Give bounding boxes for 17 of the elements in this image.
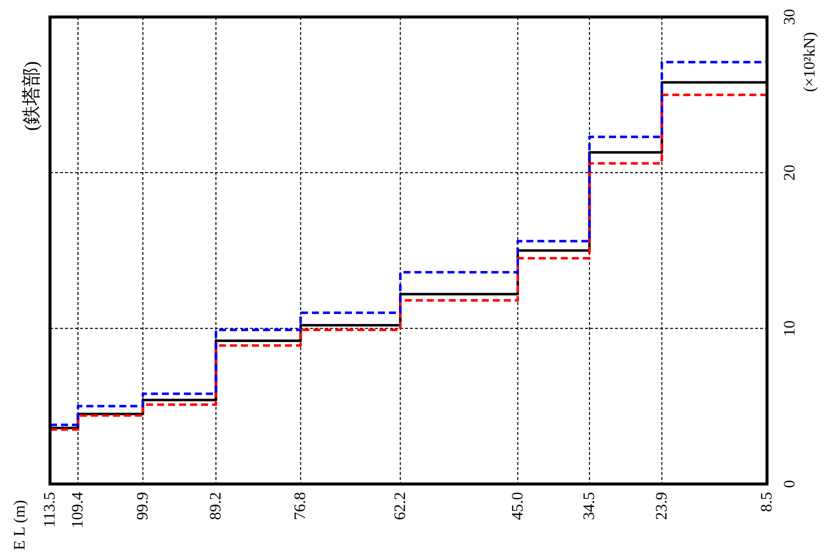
ytick: 10 xyxy=(782,320,798,336)
xtick: 99.9 xyxy=(134,492,152,520)
xtick: 34.5 xyxy=(580,492,598,520)
xtick: 23.9 xyxy=(653,492,670,520)
title: (鉄塔部) xyxy=(22,61,42,131)
xtick: 62.2 xyxy=(392,492,409,520)
xtick: 109.4 xyxy=(70,492,86,528)
xtick: 8.5 xyxy=(758,492,776,512)
annotation: E L (m) xyxy=(12,500,28,550)
ylabel: (×10²kN) xyxy=(802,32,818,92)
xtick: 76.8 xyxy=(292,492,310,520)
xtick: 113.5 xyxy=(42,492,58,528)
xtick: 89.2 xyxy=(207,492,224,520)
ytick: 30 xyxy=(782,9,798,25)
xtick: 45.0 xyxy=(509,492,526,520)
ytick: 0 xyxy=(782,480,798,488)
ytick: 20 xyxy=(782,164,798,181)
